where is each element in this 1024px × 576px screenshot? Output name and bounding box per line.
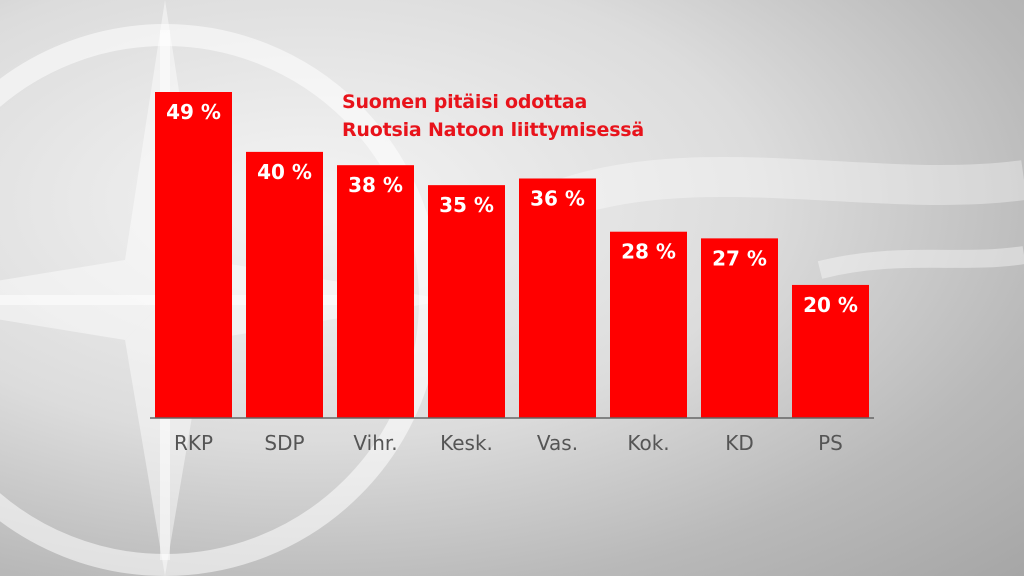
category-label: Vihr. [353,431,397,455]
category-label: Kesk. [440,431,493,455]
value-label: 27 % [712,246,767,270]
bar-kok [610,231,687,418]
category-label: PS [818,431,843,455]
value-label: 49 % [166,100,221,124]
value-label: 40 % [257,160,312,184]
value-label: 20 % [803,293,858,317]
category-label: SDP [264,431,304,455]
bar-kesk [428,185,505,418]
bar-vihr [337,165,414,418]
bar-kd [701,238,778,418]
category-label: Kok. [627,431,669,455]
chart-title: Suomen pitäisi odottaa Ruotsia Natoon li… [342,88,644,144]
bar-ps [792,284,869,418]
bar-rkp [155,92,232,418]
chart-title-line-2: Ruotsia Natoon liittymisessä [342,119,645,141]
category-label: KD [725,431,754,455]
category-label: Vas. [537,431,578,455]
chart-title-line-1: Suomen pitäisi odottaa [342,91,588,113]
value-label: 36 % [530,186,585,210]
value-label: 38 % [348,173,403,197]
value-label: 35 % [439,193,494,217]
category-label: RKP [174,431,213,455]
bar-vas [519,178,596,418]
bar-sdp [246,151,323,418]
value-label: 28 % [621,240,676,264]
